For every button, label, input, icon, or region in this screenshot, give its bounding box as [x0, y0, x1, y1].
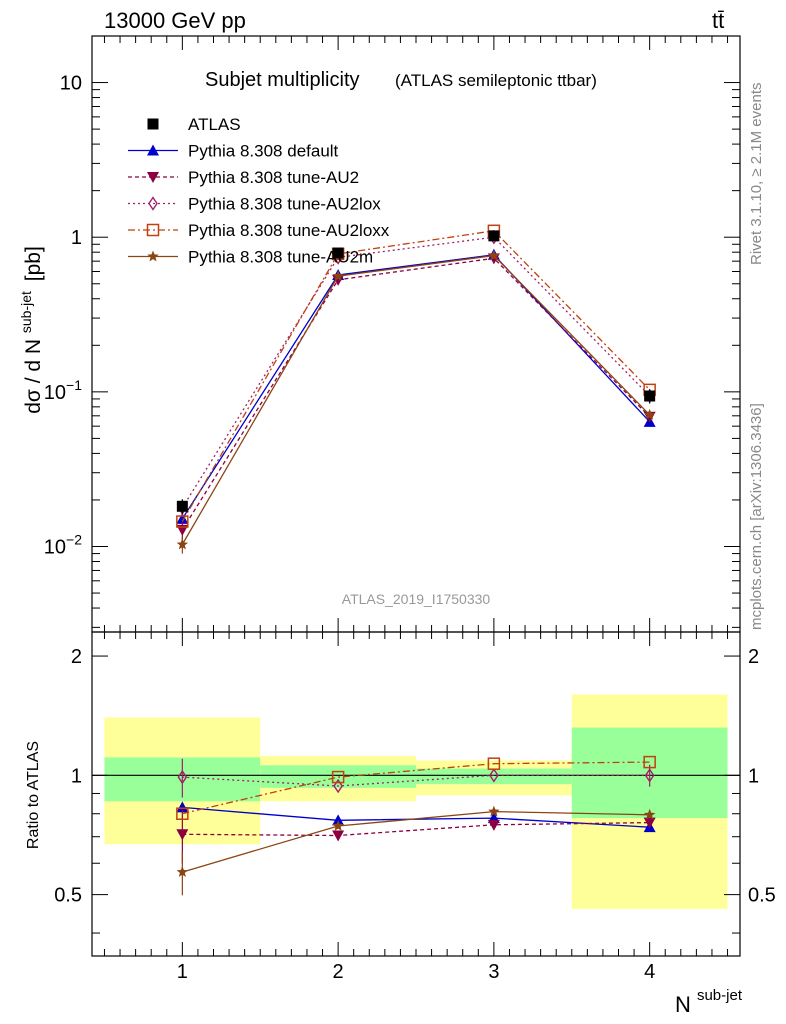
ratio-point — [333, 778, 343, 794]
ratio-y-tick-label-right: 1 — [748, 765, 759, 787]
x-tick-label: 3 — [488, 961, 499, 983]
ratio-point — [487, 757, 501, 770]
plot-elements: 10 1 10−1 10−2 0.5 0.5 1 1 2 2 1 2 3 4 ATLAS Pythia 8.3… — [44, 35, 776, 983]
legend-label: Pythia 8.308 default — [188, 142, 339, 161]
legend-marker — [147, 144, 159, 156]
y-tick-label: 1 — [71, 227, 82, 249]
series-line-pythia-8-308-tune-au2loxx — [181, 230, 651, 522]
ratio-point — [176, 801, 189, 813]
ratio-point — [176, 829, 189, 841]
series-line-pythia-8-308-default — [181, 254, 651, 520]
svg-text:N sub-jet: N sub-jet — [675, 987, 743, 1017]
ratio-point — [644, 768, 655, 783]
legend-label: Pythia 8.308 tune-AU2lox — [188, 195, 381, 214]
series-pythia-8-308-tune-au2 — [176, 253, 656, 864]
y-axis-label-unit: [pb] — [22, 246, 45, 281]
chart-subtitle: (ATLAS semileptonic ttbar) — [395, 71, 597, 90]
ratio-line-pythia-8-308-tune-au2 — [182, 821, 650, 837]
ratio-point — [643, 817, 656, 829]
data-point — [643, 408, 656, 420]
x-tick-label: 4 — [644, 961, 655, 983]
legend-label: Pythia 8.308 tune-AU2loxx — [188, 221, 390, 240]
analysis-watermark: ATLAS_2019_I1750330 — [342, 591, 491, 607]
legend-entry: Pythia 8.308 tune-AU2lox — [128, 195, 381, 214]
data-point — [176, 515, 189, 528]
ratio-point — [489, 768, 499, 783]
ratio-line-pythia-8-308-tune-au2lox — [182, 774, 650, 787]
ratio-point — [176, 807, 189, 820]
series-pythia-8-308-tune-au2loxx — [176, 224, 656, 820]
legend-label: ATLAS — [188, 115, 241, 134]
ratio-line-pythia-8-308-tune-au2loxx — [182, 761, 650, 815]
ratio-y-axis-label: Ratio to ATLAS — [25, 741, 42, 849]
ratio-point — [487, 819, 500, 831]
x-tick-label: 1 — [177, 961, 188, 983]
data-point — [176, 500, 188, 512]
series-pythia-8-308-tune-au2m — [176, 249, 656, 896]
ratio-y-tick-label-left: 0.5 — [54, 885, 82, 907]
legend-marker — [146, 223, 160, 237]
chart-title: Subjet multiplicity — [205, 69, 360, 91]
legend-label: Pythia 8.308 tune-AU2 — [188, 168, 359, 187]
ratio-y-tick-label-left: 1 — [71, 765, 82, 787]
data-point — [332, 247, 344, 259]
data-point — [644, 390, 656, 402]
x-axis-label-text: N — [675, 992, 691, 1017]
legend-marker — [147, 250, 159, 262]
y-axis-label-text: dσ / d N — [22, 339, 45, 414]
series-line-pythia-8-308-tune-au2m — [181, 254, 651, 545]
ratio-point — [488, 805, 500, 817]
main-title: Subjet multiplicity (ATLAS semileptonic … — [205, 69, 597, 91]
data-point — [488, 249, 500, 261]
series-atlas — [176, 230, 656, 515]
y-tick-label: 10 — [60, 73, 82, 95]
data-point — [176, 538, 189, 550]
svg-text:dσ / d N sub-jet [: dσ / d N sub-jet [pb] — [13, 246, 45, 414]
x-axis-label-sup: sub-jet — [697, 987, 743, 1004]
ratio-point — [332, 820, 344, 831]
legend-marker — [147, 172, 159, 183]
legend-entry: Pythia 8.308 tune-AU2m — [128, 248, 373, 267]
ratio-point — [643, 755, 656, 769]
ratio-point — [331, 770, 345, 784]
header-energy-label: 13000 GeV pp — [104, 8, 246, 33]
data-point — [332, 274, 345, 286]
x-axis-label: N sub-jet — [675, 987, 743, 1017]
x-tick-label: 2 — [333, 961, 344, 983]
ratio-y-tick-label-right: 0.5 — [748, 885, 776, 907]
data-point — [176, 512, 189, 524]
legend-marker — [147, 118, 159, 130]
ratio-point — [332, 830, 345, 842]
series-line-pythia-8-308-tune-au2lox — [181, 236, 651, 509]
data-point — [488, 230, 500, 242]
legend-entry: Pythia 8.308 tune-AU2loxx — [128, 221, 390, 240]
ratio-point — [177, 769, 188, 785]
source-label: mcplots.cern.ch [arXiv:1306.3436] — [748, 403, 765, 630]
ratio-line-pythia-8-308-tune-au2m — [182, 810, 650, 873]
legend: ATLAS Pythia 8.308 default Pythia 8.308 tu… — [128, 115, 390, 267]
ratio-point — [643, 808, 656, 820]
ratio-point — [332, 814, 345, 826]
header-process-label: tt̄ — [712, 8, 724, 33]
legend-entry: Pythia 8.308 default — [128, 142, 339, 161]
y-tick-label: 10−2 — [44, 532, 82, 559]
y-axis-label-sup: sub-jet — [18, 291, 34, 333]
y-tick-label: 10−1 — [44, 377, 82, 404]
ratio-y-tick-label-left: 2 — [71, 646, 82, 668]
legend-marker — [148, 196, 158, 211]
ratio-point — [176, 866, 189, 877]
rivet-version-label: Rivet 3.1.10, ≥ 2.1M events — [748, 83, 765, 266]
ratio-y-tick-label-right: 2 — [748, 646, 759, 668]
ratio-band-green-3 — [416, 768, 572, 785]
legend-entry: ATLAS — [147, 115, 241, 134]
series-line-pythia-8-308-tune-au2 — [181, 257, 651, 531]
legend-entry: Pythia 8.308 tune-AU2 — [128, 168, 359, 187]
y-axis-label: dσ / d N sub-jet [pb] — [13, 246, 45, 414]
data-point — [332, 270, 344, 281]
legend-label: Pythia 8.308 tune-AU2m — [188, 248, 373, 267]
